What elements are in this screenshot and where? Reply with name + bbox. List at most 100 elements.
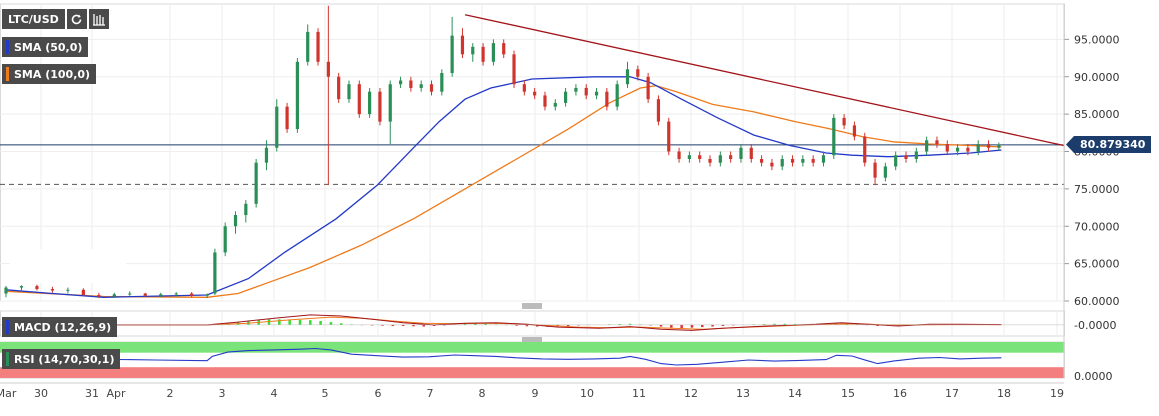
x-tick-label: 16: [893, 387, 907, 400]
candle: [213, 248, 217, 296]
candle: [378, 87, 382, 126]
refresh-icon[interactable]: [66, 9, 87, 29]
y-tick-label: 70.0000: [1074, 220, 1120, 233]
candle: [512, 50, 516, 88]
candle-body: [625, 69, 630, 85]
candle-body: [159, 294, 163, 296]
sma50-legend[interactable]: SMA (50,0): [2, 37, 89, 57]
candle-body: [718, 155, 722, 163]
candle-body: [66, 289, 70, 291]
candle-body: [966, 147, 970, 152]
candle-body: [233, 215, 238, 227]
x-tick-label: 17: [945, 387, 959, 400]
macd-line: [6, 314, 1002, 331]
x-tick-label: 11: [632, 387, 646, 400]
candle-body: [708, 158, 712, 163]
candle: [873, 158, 877, 186]
x-tick-label: 3: [219, 387, 226, 400]
candle: [522, 80, 526, 96]
candle: [543, 91, 547, 111]
sma100-swatch: [6, 67, 9, 81]
candle: [388, 80, 392, 145]
candle-body: [976, 144, 980, 152]
x-tick-label: 15: [841, 387, 855, 400]
candle: [112, 292, 116, 299]
candle: [440, 69, 444, 96]
candle: [97, 292, 101, 299]
candle: [801, 155, 805, 167]
macd-tick-label: -0.0000: [1074, 319, 1116, 332]
grid: [0, 3, 1065, 379]
candle-body: [677, 151, 681, 159]
candle-body: [491, 43, 495, 62]
symbol-label[interactable]: LTC/USD: [2, 9, 65, 29]
candle: [326, 5, 330, 186]
candle-body: [357, 84, 361, 115]
candle: [656, 95, 661, 126]
candle: [533, 87, 537, 100]
candle: [739, 144, 743, 163]
rsi-line: [5, 347, 1002, 366]
candle: [316, 28, 320, 66]
candle-body: [4, 287, 8, 294]
candle-body: [471, 46, 475, 55]
candle-body: [904, 155, 908, 159]
candle-body: [174, 293, 178, 295]
candle-body: [502, 43, 506, 55]
candle: [842, 114, 846, 130]
candle-body: [81, 289, 85, 296]
candle: [244, 200, 248, 223]
candle: [264, 140, 269, 171]
x-tick-label: 31: [85, 387, 99, 400]
candle: [718, 151, 722, 167]
candle-body: [460, 35, 465, 55]
y-tick-label: 90.0000: [1074, 71, 1120, 84]
candle-body: [368, 91, 372, 115]
candle: [174, 292, 178, 297]
symbol-bar: LTC/USD: [2, 9, 109, 29]
candle: [646, 73, 650, 103]
candle-body: [264, 147, 269, 163]
candle: [295, 58, 300, 133]
candle-body: [749, 147, 753, 159]
candle-body: [97, 295, 101, 297]
x-tick-label: 4: [271, 387, 278, 400]
candle-body: [832, 117, 836, 156]
macd-legend[interactable]: MACD (12,26,9): [2, 317, 118, 337]
candles-icon[interactable]: [88, 9, 109, 29]
candle: [759, 155, 764, 167]
candle: [205, 293, 209, 299]
candle: [4, 286, 8, 298]
rsi-legend[interactable]: RSI (14,70,30,1): [2, 349, 121, 369]
x-tick-label: 7: [427, 387, 434, 400]
candle: [584, 84, 588, 100]
candle-body: [440, 73, 444, 92]
candle: [780, 155, 784, 171]
x-tick-label: 6: [375, 387, 382, 400]
candle: [81, 288, 85, 297]
candle: [770, 158, 774, 171]
candle: [35, 284, 39, 291]
sma50-line: [5, 76, 1002, 298]
candle: [254, 158, 258, 208]
candle-body: [574, 87, 578, 92]
candle: [677, 147, 681, 163]
candle: [904, 151, 908, 163]
candle: [925, 136, 929, 156]
candle-body: [19, 286, 24, 288]
candle: [409, 76, 413, 92]
macd-signal-line: [6, 316, 1002, 330]
x-tick-label: Apr: [106, 387, 126, 400]
candle: [976, 140, 980, 156]
candle: [811, 155, 815, 167]
candle-body: [388, 84, 392, 122]
candle-body: [698, 155, 702, 159]
candle-body: [925, 140, 929, 152]
candle-body: [398, 80, 403, 85]
x-tick-label: 9: [532, 387, 539, 400]
macd-pane: [0, 314, 1064, 331]
rsi-label: RSI (14,70,30,1): [14, 352, 115, 366]
rsi-mid-band: [0, 352, 1064, 368]
sma100-legend[interactable]: SMA (100,0): [2, 64, 97, 84]
